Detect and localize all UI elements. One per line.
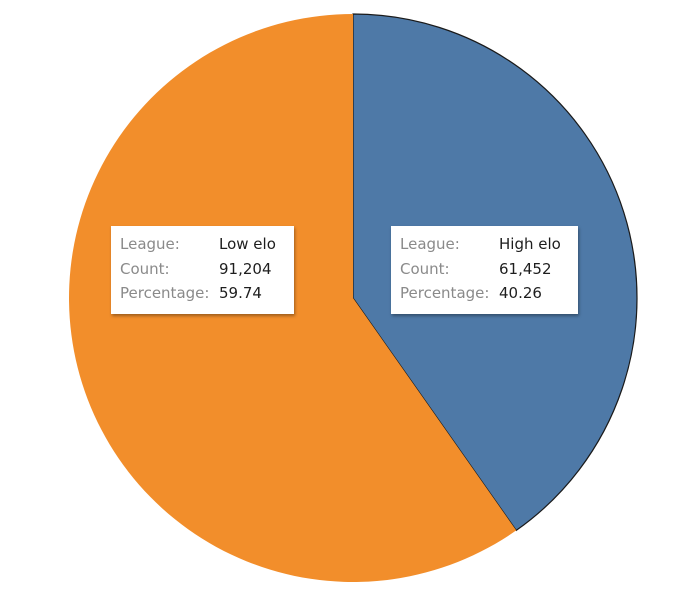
label-row-league: League: Low elo <box>120 232 284 257</box>
label-value-count: 61,452 <box>499 259 552 278</box>
label-row-count: Count: 61,452 <box>400 257 568 282</box>
label-value-percentage: 59.74 <box>219 284 262 302</box>
label-row-league: League: High elo <box>400 232 568 257</box>
label-key-count: Count: <box>400 259 450 278</box>
label-value-league: High elo <box>499 235 561 253</box>
label-value-league: Low elo <box>219 235 276 253</box>
label-key-league: League: <box>120 235 180 253</box>
label-key-percentage: Percentage: <box>400 284 490 302</box>
data-label-low-elo: League: Low elo Count: 91,204 Percentage… <box>111 226 294 314</box>
label-row-percentage: Percentage: 59.74 <box>120 281 284 306</box>
label-key-league: League: <box>400 235 460 253</box>
label-value-count: 91,204 <box>219 259 272 278</box>
label-key-percentage: Percentage: <box>120 284 210 302</box>
label-row-percentage: Percentage: 40.26 <box>400 281 568 306</box>
data-label-high-elo: League: High elo Count: 61,452 Percentag… <box>391 226 578 314</box>
label-key-count: Count: <box>120 259 170 278</box>
label-row-count: Count: 91,204 <box>120 257 284 282</box>
label-value-percentage: 40.26 <box>499 284 542 302</box>
